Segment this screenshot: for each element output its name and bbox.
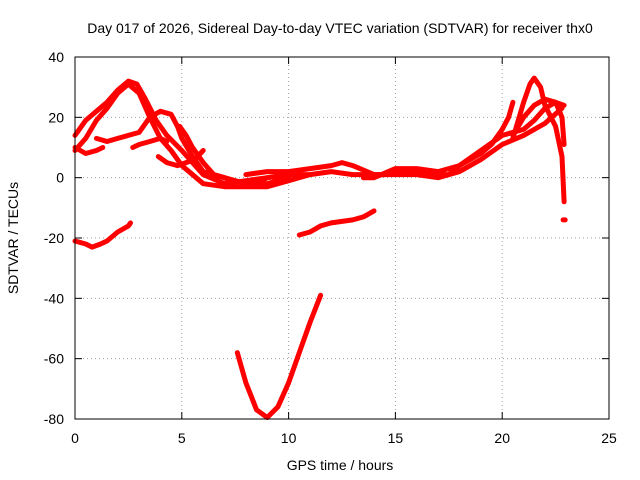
series-track-i [234,292,324,420]
y-tick-label: 40 [48,49,64,65]
x-tick-label: 5 [178,430,186,446]
y-tick-labels: -80 -60 -40 -20 0 20 40 [44,49,64,427]
x-tick-labels: 0 5 10 15 20 25 [71,430,617,446]
y-tick-label: -40 [44,290,64,306]
x-tick-label: 0 [71,430,79,446]
series-track-d [72,145,106,156]
y-tick-label: 0 [56,170,64,186]
x-tick-label: 20 [494,430,510,446]
plot-area [72,75,568,420]
y-tick-label: 20 [48,109,64,125]
series-track-n [510,75,567,205]
series-track-e [130,135,170,150]
series-track-f [155,148,206,169]
series-track-j [296,208,377,238]
x-tick-label: 25 [601,430,617,446]
y-tick-label: -60 [44,351,64,367]
chart-title: Day 017 of 2026, Sidereal Day-to-day VTE… [87,20,593,36]
series-track-g [177,123,238,187]
series-track-o [510,96,567,147]
plot-frame [74,56,610,420]
series-track-a [72,81,313,190]
y-tick-label: -80 [44,411,64,427]
x-tick-label: 10 [281,430,297,446]
x-axis-label: GPS time / hours [287,457,394,473]
grid [75,57,609,419]
y-axis-label: SDTVAR / TECUs [5,182,21,294]
series-track-h [72,220,133,250]
x-tick-label: 15 [388,430,404,446]
series-track-c [93,108,292,187]
y-tick-label: -20 [44,230,64,246]
